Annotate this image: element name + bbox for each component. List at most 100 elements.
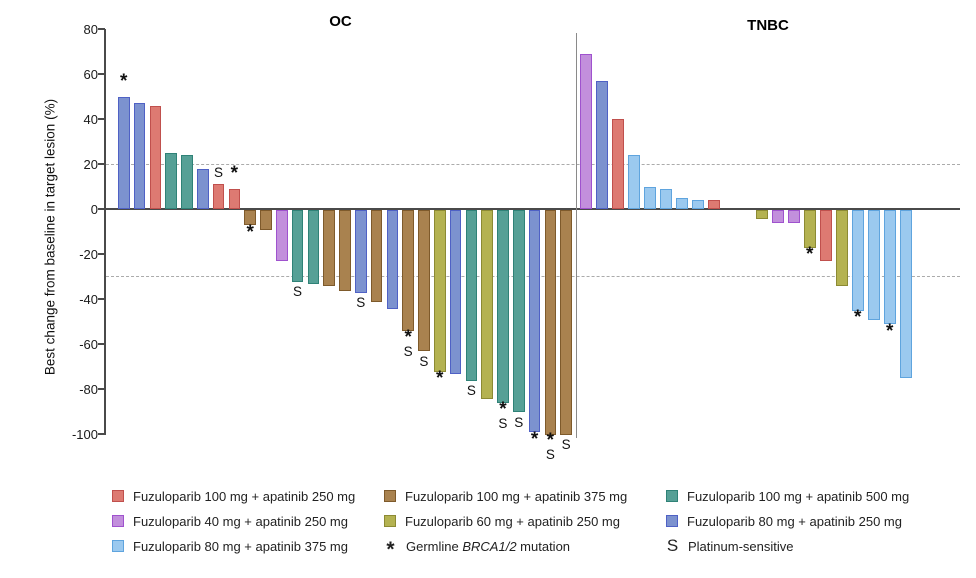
- germline-mutation-marker: *: [499, 398, 507, 420]
- y-axis-tick: [98, 28, 105, 30]
- bar: [181, 155, 193, 209]
- bar: [481, 209, 493, 399]
- germline-mutation-marker: *: [404, 326, 412, 348]
- legend-label: Fuzuloparib 80 mg + apatinib 375 mg: [133, 538, 348, 554]
- bar: [868, 209, 880, 320]
- y-axis-tick-label: 0: [90, 201, 98, 217]
- bar: [497, 209, 509, 404]
- y-axis-tick: [98, 388, 105, 390]
- y-axis-tick: [98, 253, 105, 255]
- y-axis-tick-label: 40: [83, 111, 98, 127]
- germline-mutation-marker: *: [120, 70, 128, 92]
- platinum-sensitive-marker: S: [466, 383, 476, 398]
- bar: [244, 209, 256, 226]
- legend-color-swatch-teal: [666, 490, 678, 502]
- germline-mutation-marker: *: [230, 162, 239, 184]
- legend-color-swatch-orchid: [112, 515, 124, 527]
- germline-mutation-marker: *: [546, 430, 555, 451]
- legend-color-swatch-red: [112, 490, 124, 502]
- bar: [900, 209, 912, 379]
- platinum-sensitive-marker: S: [419, 353, 429, 369]
- bar: [676, 197, 688, 209]
- reference-line: [106, 163, 960, 165]
- bar: [149, 105, 162, 209]
- legend-item: Fuzuloparib 100 mg + apatinib 500 mg: [666, 488, 909, 504]
- germline-mutation-marker: *: [530, 428, 539, 450]
- bar: [386, 209, 399, 309]
- bar: [434, 209, 446, 372]
- bar: [544, 209, 557, 435]
- legend-label: Fuzuloparib 100 mg + apatinib 500 mg: [687, 488, 910, 504]
- legend-label: Fuzuloparib 60 mg + apatinib 250 mg: [405, 513, 620, 529]
- legend: Fuzuloparib 100 mg + apatinib 250 mg Fuzu…: [112, 488, 909, 561]
- germline-mutation-marker: *: [886, 320, 894, 342]
- bar: [418, 209, 430, 352]
- bar: [560, 209, 572, 435]
- platinum-sensitive-marker: S: [545, 447, 555, 462]
- bar: [228, 188, 241, 209]
- germline-mutation-marker: *: [436, 368, 444, 389]
- bar: [628, 155, 640, 209]
- y-axis-tick-label: -20: [79, 246, 98, 262]
- legend-item: Fuzuloparib 80 mg + apatinib 250 mg: [666, 513, 909, 529]
- legend-color-swatch-olive: [384, 515, 396, 527]
- germline-mutation-marker: *: [854, 307, 862, 329]
- legend-item: Fuzuloparib 100 mg + apatinib 375 mg: [384, 488, 666, 504]
- y-axis-tick: [98, 298, 105, 300]
- bar: [197, 168, 209, 209]
- legend-item: Fuzuloparib 80 mg + apatinib 375 mg: [112, 538, 384, 554]
- y-axis-label: Best change from baseline in target lesi…: [42, 98, 58, 376]
- bar: [692, 200, 704, 209]
- bar: [402, 209, 414, 332]
- bar: [133, 103, 146, 209]
- y-axis-tick: [98, 163, 105, 165]
- group-title-oc: OC: [329, 13, 352, 30]
- bar: [339, 209, 351, 291]
- legend-item: Fuzuloparib 60 mg + apatinib 250 mg: [384, 513, 666, 529]
- bar: [660, 188, 672, 209]
- legend-label: Fuzuloparib 100 mg + apatinib 375 mg: [405, 488, 628, 504]
- legend-label: Germline BRCA1/2 mutation: [406, 538, 571, 554]
- bar: [212, 184, 225, 209]
- legend-label: Platinum-sensitive: [688, 538, 794, 554]
- bar: [307, 209, 320, 284]
- y-axis-tick: [98, 73, 105, 75]
- platinum-sensitive-marker: S: [403, 343, 413, 359]
- legend-item: * Germline BRCA1/2 mutation: [384, 538, 666, 561]
- bar: [852, 209, 864, 311]
- bar: [370, 209, 383, 302]
- bar: [449, 209, 462, 374]
- y-axis-tick-label: 20: [83, 156, 98, 172]
- bar: [596, 80, 608, 209]
- bar: [612, 119, 624, 209]
- bar: [465, 209, 478, 381]
- y-axis-tick: [98, 118, 105, 120]
- bar: [260, 209, 272, 230]
- y-axis-tick-label: -40: [79, 291, 98, 307]
- y-axis-tick-label: 80: [83, 21, 98, 37]
- bar: [355, 209, 367, 293]
- germline-mutation-marker: *: [246, 221, 254, 243]
- y-axis-tick-label: -80: [79, 381, 98, 397]
- bar: [276, 209, 288, 262]
- platinum-sensitive-marker: S: [561, 437, 571, 452]
- platinum-sensitive-marker: S: [514, 414, 524, 430]
- y-axis-tick-label: -100: [71, 426, 98, 442]
- legend-label: Fuzuloparib 40 mg + apatinib 250 mg: [133, 513, 348, 529]
- legend-color-swatch-blueviolet: [666, 515, 678, 527]
- bar: [708, 200, 720, 209]
- bar: [836, 209, 848, 287]
- bar: [772, 209, 784, 224]
- bar: [644, 186, 656, 209]
- bar: [165, 152, 177, 209]
- y-axis-tick-label: -60: [79, 336, 98, 352]
- group-separator-line: [575, 33, 577, 438]
- bar: [804, 209, 816, 248]
- platinum-sensitive-marker: S: [293, 284, 303, 299]
- bar: [756, 209, 768, 219]
- legend-item: Fuzuloparib 40 mg + apatinib 250 mg: [112, 513, 384, 529]
- platinum-sensitive-marker: S: [214, 165, 224, 181]
- y-axis-tick-label: 60: [83, 66, 98, 82]
- bar: [528, 209, 541, 433]
